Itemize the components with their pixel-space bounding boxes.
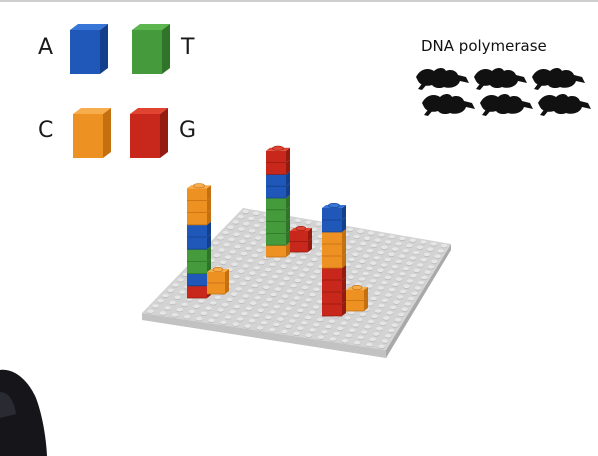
- brick-side: [342, 265, 346, 280]
- brick-side: [207, 246, 211, 262]
- brick-g: [266, 162, 286, 175]
- brick-side: [225, 280, 229, 294]
- brick-g: [187, 285, 207, 298]
- brick-g: [322, 304, 342, 316]
- brick-g: [290, 241, 308, 252]
- brick-c: [346, 300, 364, 311]
- brick-t: [266, 233, 286, 246]
- brick-a: [187, 237, 207, 250]
- legend-letter-g: G: [179, 118, 197, 143]
- brick-side: [342, 289, 346, 304]
- brick-g: [322, 292, 342, 304]
- brick-a: [322, 208, 342, 220]
- brick-c: [187, 200, 207, 213]
- brick-side: [207, 234, 211, 250]
- brick-stack: [187, 183, 211, 299]
- brick-c: [346, 290, 364, 301]
- brick-t: [266, 198, 286, 210]
- brick-c: [187, 212, 207, 225]
- brick-side: [207, 197, 211, 213]
- brick-stack: [290, 226, 312, 253]
- brick-side: [342, 205, 346, 220]
- brick-side: [364, 287, 368, 301]
- brick-side: [364, 297, 368, 311]
- presenter-silhouette: [0, 369, 47, 456]
- brick-side: [286, 195, 290, 210]
- brick-side: [207, 221, 211, 237]
- brick-stud: [193, 183, 205, 189]
- brick-a: [322, 220, 342, 232]
- brick-t: [187, 249, 207, 262]
- dna-polymerase-label: DNA polymerase: [421, 37, 547, 55]
- brick-side: [342, 301, 346, 316]
- brick-side: [286, 242, 290, 257]
- brick-side: [308, 228, 312, 242]
- brick-stack: [266, 145, 290, 258]
- brick-g: [322, 268, 342, 280]
- brick-side: [286, 218, 290, 234]
- brick-side: [286, 183, 290, 198]
- brick-c: [266, 245, 286, 257]
- brick-a: [266, 174, 286, 187]
- brick-side: [342, 217, 346, 232]
- brick-c: [207, 283, 225, 294]
- brick-t: [266, 221, 286, 234]
- brick-a: [187, 273, 207, 286]
- brick-stud: [272, 145, 284, 151]
- presenter-collar: [0, 392, 16, 418]
- brick-t: [266, 209, 286, 222]
- legend-letter-c: C: [38, 118, 54, 143]
- thymine-block-icon: [132, 24, 170, 74]
- brick-stack: [346, 284, 368, 312]
- brick-side: [342, 253, 346, 268]
- brick-stud: [295, 226, 307, 232]
- brick-side: [207, 185, 211, 201]
- brick-g: [322, 280, 342, 292]
- guanine-block-icon: [130, 108, 168, 158]
- brick-side: [342, 241, 346, 256]
- brick-side: [342, 277, 346, 292]
- brick-side: [286, 206, 290, 222]
- brick-t: [187, 261, 207, 274]
- brick-side: [286, 147, 290, 163]
- brick-stack: [207, 266, 229, 295]
- brick-stud: [212, 266, 224, 272]
- adenine-block-icon: [70, 24, 108, 74]
- brick-c: [322, 256, 342, 268]
- brick-side: [342, 229, 346, 244]
- brick-side: [225, 269, 229, 283]
- brick-c: [322, 232, 342, 244]
- brick-side: [286, 171, 290, 187]
- brick-c: [207, 272, 225, 283]
- brick-stud: [351, 284, 363, 290]
- brick-stacks: [187, 145, 368, 317]
- brick-c: [187, 188, 207, 201]
- brick-side: [286, 230, 290, 246]
- brick-stud: [328, 203, 340, 209]
- brick-a: [187, 224, 207, 237]
- brick-stack: [322, 203, 346, 317]
- legend-letter-a: A: [38, 35, 54, 60]
- brick-g: [266, 150, 286, 163]
- brick-side: [308, 238, 312, 252]
- legend-letter-t: T: [181, 35, 195, 60]
- brick-side: [207, 209, 211, 225]
- brick-c: [322, 244, 342, 256]
- brick-g: [290, 231, 308, 242]
- top-divider: [0, 0, 598, 2]
- brick-side: [286, 159, 290, 175]
- brick-a: [266, 186, 286, 198]
- cytosine-block-icon: [73, 108, 111, 158]
